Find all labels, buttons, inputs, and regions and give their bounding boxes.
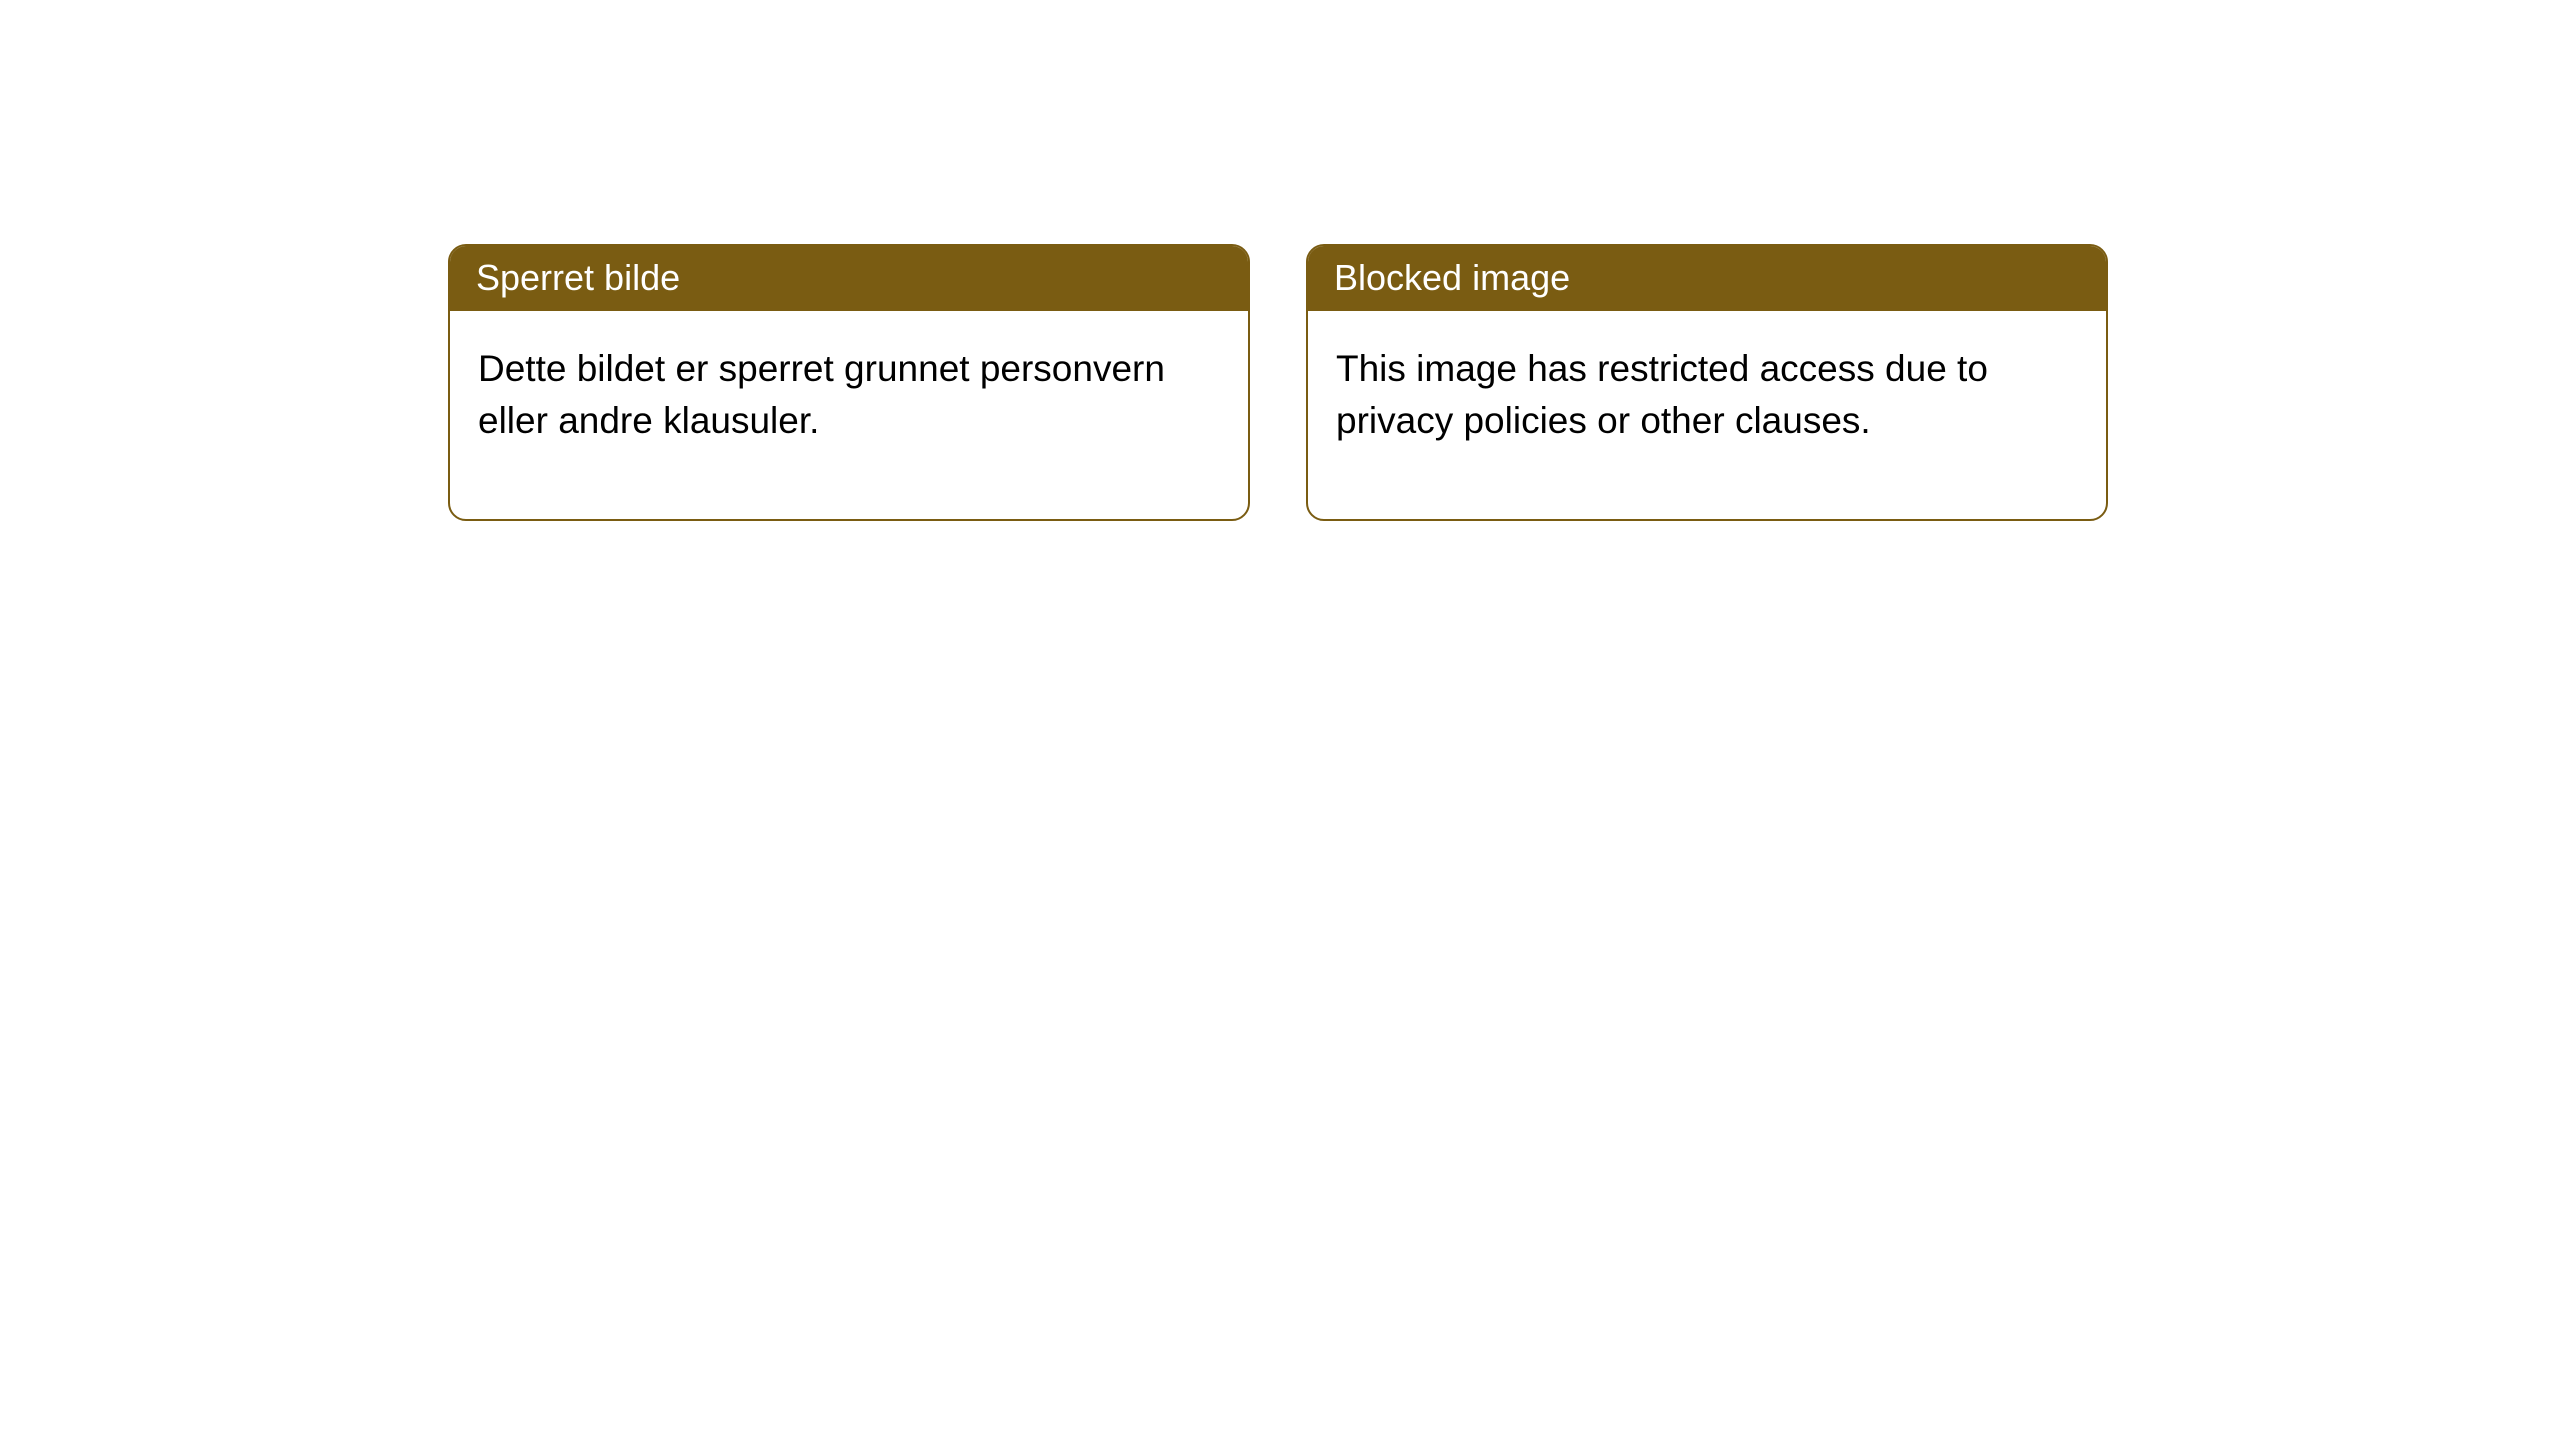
notice-container: Sperret bilde Dette bildet er sperret gr… [0,0,2560,521]
notice-title: Sperret bilde [450,246,1248,311]
notice-title: Blocked image [1308,246,2106,311]
notice-body: Dette bildet er sperret grunnet personve… [450,311,1248,519]
notice-body: This image has restricted access due to … [1308,311,2106,519]
notice-card-norwegian: Sperret bilde Dette bildet er sperret gr… [448,244,1250,521]
notice-card-english: Blocked image This image has restricted … [1306,244,2108,521]
